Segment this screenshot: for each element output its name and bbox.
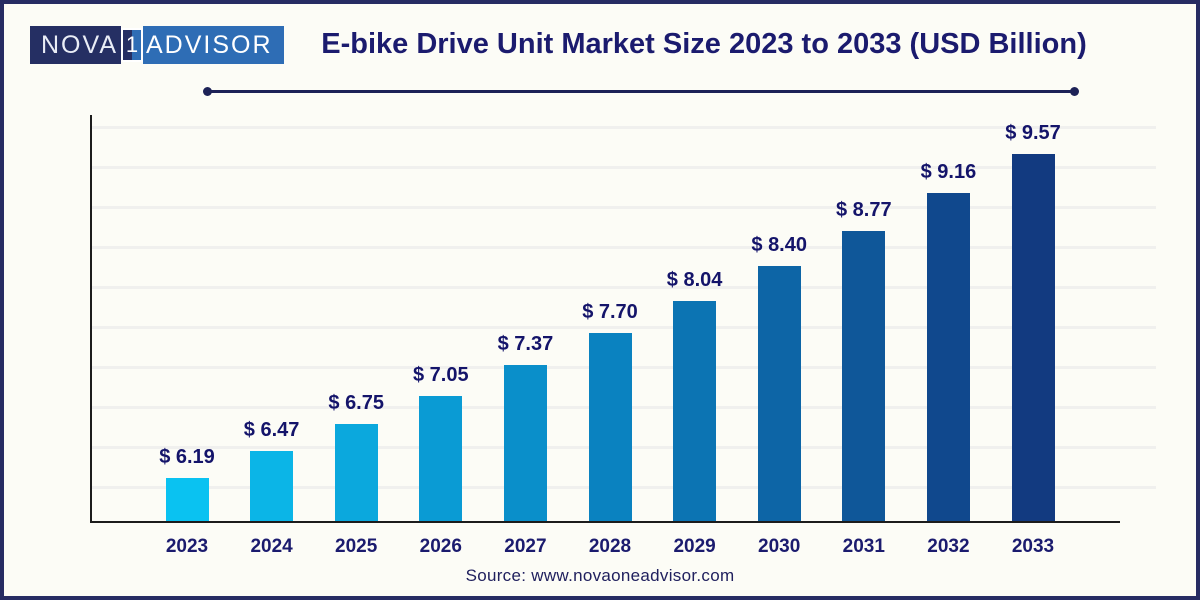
gridline [92,166,1156,169]
source-caption: Source: www.novaoneadvisor.com [465,566,735,585]
bar-2026 [419,396,463,521]
bar-2032 [926,193,970,521]
gridline [92,326,1156,329]
x-axis-tick-label: 2032 [927,536,970,557]
bar-value-label: $ 8.77 [835,199,892,221]
bar-2023 [165,478,209,521]
x-axis-tick-label: 2027 [504,536,547,557]
x-axis-tick-label: 2028 [588,536,632,557]
bar-2024 [250,451,294,521]
bar-value-label: $ 8.40 [751,234,807,256]
title-underline [203,87,1079,96]
bar-2025 [334,424,378,521]
x-axis-tick-label: 2031 [842,536,885,557]
gridline [92,286,1156,289]
bar-value-label: $ 9.16 [920,161,977,183]
gridline [92,126,1156,129]
gridline [92,246,1156,249]
bar-2031 [842,231,886,521]
bar-chart-plot-area: $ 6.19 2023 $ 6.47 2024 $ 6.75 2025 $ 7.05 2026… [4,4,1196,596]
x-axis-tick-label: 2024 [250,536,293,557]
bar-2027 [503,365,547,521]
x-axis-tick-label: 2026 [419,536,462,557]
logo-one-box: 1 [121,28,143,62]
line-endpoint-dot [203,87,212,96]
chart-title: E-bike Drive Unit Market Size 2023 to 20… [321,28,1087,60]
bar-value-label: $ 7.37 [497,333,554,355]
bar-value-label: $ 7.70 [582,301,638,323]
bar-2029 [673,301,717,521]
x-axis-tick-label: 2029 [673,536,716,557]
brand-logo: NOVA 1 ADVISOR [30,26,284,64]
x-axis-tick-label: 2025 [335,536,378,557]
bar-value-label: $ 7.05 [412,364,469,386]
bar-2030 [757,266,801,521]
x-axis-line [90,521,1120,523]
logo-text-advisor: ADVISOR [143,26,284,64]
x-axis-tick-label: 2033 [1011,536,1055,557]
logo-text-nova: NOVA [30,26,121,64]
bar-value-label: $ 6.47 [243,419,300,441]
bar-value-label: $ 6.19 [159,446,215,468]
y-axis-line [90,115,92,523]
gridline [92,206,1156,209]
line-endpoint-dot [1070,87,1079,96]
bar-value-label: $ 9.57 [1005,122,1061,144]
bar-2028 [588,333,632,521]
bar-value-label: $ 6.75 [328,392,384,414]
bar-value-label: $ 8.04 [666,269,723,291]
x-axis-tick-label: 2023 [165,536,209,557]
x-axis-tick-label: 2030 [758,536,801,557]
bar-2033 [1011,154,1055,521]
